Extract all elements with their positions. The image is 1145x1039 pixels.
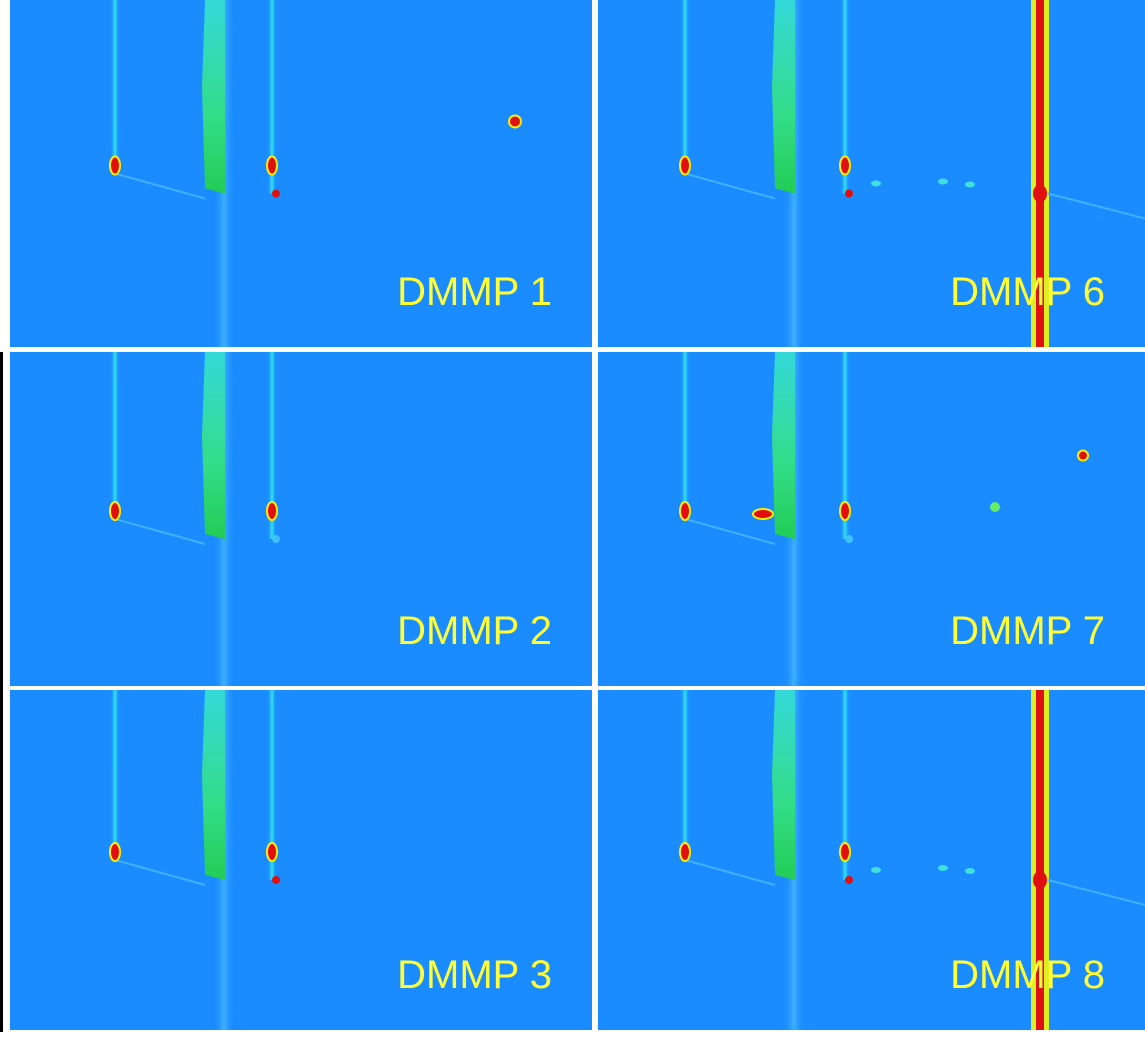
spot bbox=[1033, 871, 1047, 889]
streak bbox=[110, 352, 120, 519]
spot bbox=[871, 180, 881, 187]
spot bbox=[679, 155, 691, 176]
panel-bg bbox=[10, 352, 592, 686]
spot bbox=[990, 502, 1000, 512]
spot bbox=[1077, 449, 1089, 462]
spot bbox=[752, 508, 774, 520]
spot bbox=[109, 155, 121, 176]
panel: DMMP 8 bbox=[598, 690, 1145, 1030]
spot bbox=[938, 865, 948, 871]
panel: DMMP 1 bbox=[10, 0, 592, 347]
green-band bbox=[202, 690, 225, 880]
panel-label: DMMP 8 bbox=[950, 953, 1105, 997]
spot bbox=[679, 842, 691, 862]
spot bbox=[266, 501, 278, 521]
spot bbox=[109, 842, 121, 862]
panel: DMMP 6 bbox=[598, 0, 1145, 347]
spot bbox=[508, 114, 522, 129]
streak bbox=[680, 352, 690, 519]
streak bbox=[110, 690, 120, 860]
tail bbox=[1047, 192, 1145, 220]
spot bbox=[845, 876, 853, 884]
red-column bbox=[1036, 0, 1044, 347]
streak bbox=[840, 0, 850, 194]
tail bbox=[684, 172, 776, 200]
tail bbox=[684, 859, 776, 886]
spot bbox=[845, 189, 853, 198]
streak bbox=[267, 0, 277, 194]
spot bbox=[679, 501, 691, 521]
panel-label: DMMP 6 bbox=[950, 270, 1105, 314]
spot bbox=[109, 501, 121, 521]
green-band bbox=[772, 352, 795, 539]
tail bbox=[114, 518, 206, 545]
panel-label: DMMP 1 bbox=[397, 270, 552, 314]
spot bbox=[266, 842, 278, 862]
streak bbox=[680, 0, 690, 174]
panel: DMMP 3 bbox=[10, 690, 592, 1030]
streak bbox=[267, 352, 277, 539]
panel-bg bbox=[10, 690, 592, 1030]
spot bbox=[938, 178, 948, 185]
green-band bbox=[772, 0, 795, 194]
tail bbox=[114, 859, 206, 886]
axis-edge bbox=[0, 352, 3, 1032]
spot bbox=[266, 155, 278, 176]
spot bbox=[965, 181, 975, 188]
streak bbox=[267, 690, 277, 880]
streak bbox=[110, 0, 120, 174]
spot bbox=[845, 535, 853, 543]
panel-bg bbox=[10, 0, 592, 347]
green-band bbox=[202, 0, 225, 194]
panel-label: DMMP 3 bbox=[397, 953, 552, 997]
spot bbox=[272, 876, 280, 884]
panel-label: DMMP 2 bbox=[397, 609, 552, 653]
spot bbox=[839, 501, 851, 521]
spot bbox=[839, 155, 851, 176]
tail bbox=[114, 172, 206, 200]
tail bbox=[684, 518, 776, 545]
streak bbox=[840, 352, 850, 539]
streak bbox=[680, 690, 690, 860]
streak bbox=[840, 690, 850, 880]
red-column bbox=[1036, 690, 1044, 1030]
spot bbox=[871, 867, 881, 873]
panel-label: DMMP 7 bbox=[950, 609, 1105, 653]
spot bbox=[1033, 184, 1047, 203]
spot bbox=[839, 842, 851, 862]
tail bbox=[1047, 879, 1145, 906]
panel: DMMP 2 bbox=[10, 352, 592, 686]
panel: DMMP 7 bbox=[598, 352, 1145, 686]
spot bbox=[272, 535, 280, 543]
green-band bbox=[202, 352, 225, 539]
spot bbox=[965, 868, 975, 874]
spot bbox=[272, 189, 280, 198]
green-band bbox=[772, 690, 795, 880]
